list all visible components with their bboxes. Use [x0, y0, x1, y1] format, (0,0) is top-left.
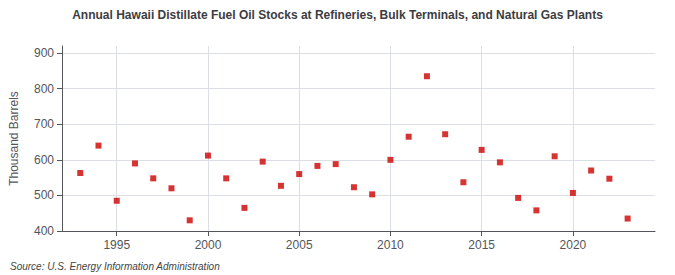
svg-text:800: 800	[34, 82, 54, 96]
svg-text:700: 700	[34, 117, 54, 131]
svg-text:Source: U.S. Energy Informatio: Source: U.S. Energy Information Administ…	[10, 261, 220, 272]
svg-text:2005: 2005	[286, 238, 313, 252]
svg-text:1995: 1995	[103, 238, 130, 252]
svg-text:2015: 2015	[468, 238, 495, 252]
svg-text:900: 900	[34, 46, 54, 60]
svg-text:2010: 2010	[377, 238, 404, 252]
svg-text:2020: 2020	[560, 238, 587, 252]
svg-text:600: 600	[34, 153, 54, 167]
svg-text:400: 400	[34, 224, 54, 238]
svg-text:Annual Hawaii Distillate Fuel: Annual Hawaii Distillate Fuel Oil Stocks…	[72, 8, 603, 22]
svg-text:2000: 2000	[195, 238, 222, 252]
svg-text:Thousand Barrels: Thousand Barrels	[7, 91, 21, 186]
svg-text:500: 500	[34, 188, 54, 202]
